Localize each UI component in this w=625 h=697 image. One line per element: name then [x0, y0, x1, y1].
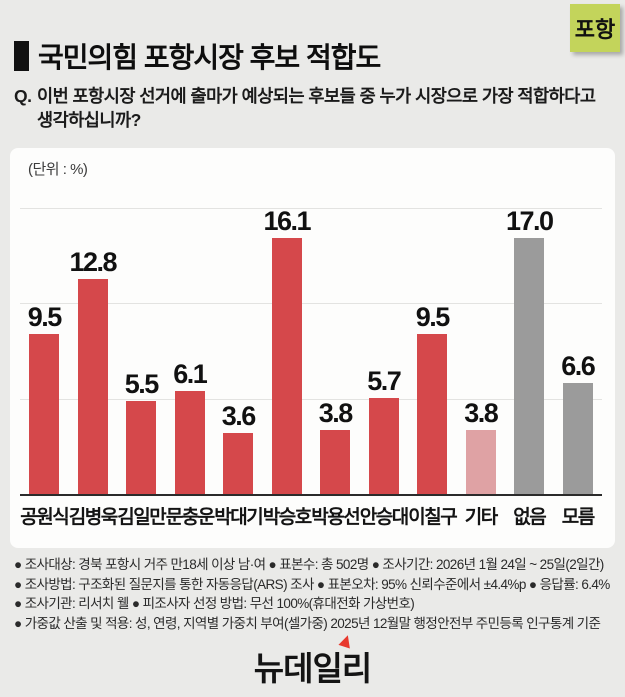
- bars-container: 9.5 12.8 5.5 6.1 3.6 16.1 3.8 5.7 9.5 3.8 17.0 6.6: [20, 208, 602, 494]
- bar-column: 3.8: [311, 208, 360, 494]
- bar-column: 5.7: [360, 208, 409, 494]
- bar: [271, 238, 302, 494]
- bar-value-label: 9.5: [27, 302, 63, 332]
- gridline: [20, 303, 602, 305]
- bar-column: 16.1: [263, 208, 312, 494]
- methodology-notes: ● 조사대상: 경북 포항시 거주 만18세 이상 남·여 ● 표본수: 총 5…: [14, 555, 614, 633]
- category-label: 박승호: [262, 507, 312, 528]
- bar-value-label: 3.8: [464, 398, 499, 428]
- logo-accent-triangle-icon: [337, 633, 354, 649]
- category-label: 박대기: [214, 507, 263, 528]
- category-label: 기타: [464, 507, 498, 528]
- bar: [126, 401, 157, 494]
- bar-column: 3.6: [214, 208, 263, 494]
- unit-label: (단위 : %): [28, 161, 88, 178]
- bar-column: 9.5: [20, 208, 69, 494]
- bar-value-label: 5.5: [124, 369, 160, 399]
- question-prefix: Q.: [14, 86, 32, 106]
- methodology-note-line: ● 조사방법: 구조화된 질문지를 통한 자동응답(ARS) 조사 ● 표본오차…: [14, 576, 610, 592]
- title-row: 국민의힘 포항시장 후보 적합도: [14, 36, 381, 76]
- category-label: 문충운: [165, 507, 215, 528]
- bar-column: 17.0: [505, 208, 554, 494]
- bar-value-label: 9.5: [415, 302, 451, 332]
- bar-value-label: 6.1: [173, 359, 208, 389]
- bar: [514, 238, 545, 494]
- page-title: 국민의힘 포항시장 후보 적합도: [38, 42, 381, 73]
- bar-value-label: 3.6: [221, 401, 257, 431]
- newdaily-logo-text: 뉴데일리: [253, 633, 372, 690]
- methodology-note-line: ● 조사대상: 경북 포항시 거주 만18세 이상 남·여 ● 표본수: 총 5…: [14, 557, 604, 572]
- bar: [562, 383, 593, 494]
- bar-value-label: 5.7: [367, 366, 402, 396]
- bar-column: 3.8: [457, 208, 506, 494]
- category-label: 안승대: [359, 507, 409, 528]
- bar-column: 12.8: [69, 208, 118, 494]
- bar: [417, 334, 448, 494]
- bar: [368, 398, 399, 494]
- gridline: [20, 398, 602, 400]
- bar-value-label: 16.1: [263, 206, 311, 236]
- bar: [223, 433, 254, 494]
- title-marker-bar: [14, 41, 29, 71]
- category-label: 공원식: [20, 507, 69, 528]
- category-label: 김병욱: [68, 507, 118, 528]
- category-label: 박용선: [311, 507, 360, 528]
- bar: [174, 391, 205, 494]
- newdaily-logo: 뉴데일리: [0, 633, 625, 690]
- logo-wordmark: 뉴데일리: [253, 650, 372, 687]
- bar-value-label: 17.0: [505, 206, 554, 236]
- bar-value-label: 12.8: [69, 247, 117, 277]
- bar-value-label: 6.6: [561, 351, 596, 381]
- bar: [29, 334, 60, 494]
- chart-card: (단위 : %) 9.5 12.8 5.5 6.1 3.6 16.1 3.8 5.7 9.5 3.…: [10, 148, 615, 548]
- gridline: [20, 208, 602, 209]
- bar: [320, 430, 351, 494]
- category-label: 없음: [513, 507, 546, 528]
- bar-chart-plot: 9.5 12.8 5.5 6.1 3.6 16.1 3.8 5.7 9.5 3.8 17.0 6.6: [20, 208, 602, 496]
- bar-column: 5.5: [117, 208, 166, 494]
- methodology-note-line: ● 가중값 산출 및 적용: 성, 연령, 지역별 가중치 부여(셀가중) 20…: [14, 615, 601, 631]
- question-text: 이번 포항시장 선거에 출마가 예상되는 후보들 중 누가 시장으로 가장 적합…: [37, 86, 596, 130]
- methodology-note-line: ● 조사기관: 리서치 웰 ● 피조사자 선정 방법: 무선 100%(휴대전화…: [14, 596, 415, 611]
- category-label: 모름: [561, 507, 595, 528]
- bar: [77, 279, 108, 494]
- region-badge: 포항: [570, 4, 620, 52]
- category-labels-row: 공원식 김병욱 김일만 문충운 박대기 박승호 박용선 안승대 이칠구 기타 없음 모름: [20, 502, 602, 529]
- bar-column: 6.6: [554, 208, 603, 494]
- bar-value-label: 3.8: [318, 398, 354, 428]
- x-axis-line: [20, 494, 602, 496]
- category-label: 이칠구: [408, 507, 457, 528]
- bar-column: 9.5: [408, 208, 457, 494]
- bar-column: 6.1: [166, 208, 215, 494]
- bar: [465, 430, 496, 494]
- category-label: 김일만: [117, 507, 166, 528]
- survey-question: Q. 이번 포항시장 선거에 출마가 예상되는 후보들 중 누가 시장으로 가장…: [14, 84, 610, 132]
